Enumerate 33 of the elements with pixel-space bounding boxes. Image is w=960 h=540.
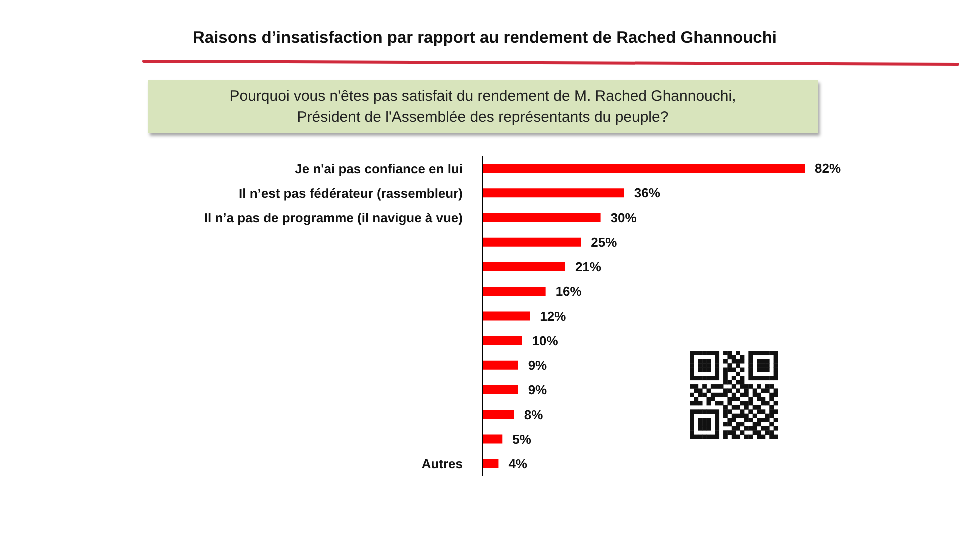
data-label: 4%	[508, 456, 528, 472]
data-label: 82%	[815, 161, 842, 176]
bar	[483, 164, 805, 173]
data-label: 9%	[528, 358, 548, 374]
data-label: 8%	[524, 407, 544, 422]
data-label: 21%	[575, 260, 602, 275]
bar	[483, 238, 582, 247]
bar	[483, 336, 522, 346]
bar	[483, 188, 624, 198]
data-label: 5%	[512, 432, 532, 447]
data-label: 10%	[532, 333, 559, 348]
y-tick-label: Je n'ai pas confiance en lui	[295, 161, 463, 176]
y-tick-label: Il n’est pas fédérateur (rassembleur)	[239, 186, 463, 201]
data-label: 9%	[528, 382, 548, 398]
chart-subtitle: Pourquoi vous n'êtes pas satisfait du rendement de M. Rached Ghannouchi, Président de l'Assemblée des représentants du peuple?	[230, 86, 736, 128]
bar	[483, 312, 530, 321]
bar	[483, 459, 499, 468]
bar	[483, 360, 518, 370]
bar	[483, 287, 546, 296]
y-tick-label: Il n’a pas de programme (il navigue à vue)	[204, 210, 463, 226]
subtitle-panel: Pourquoi vous n'êtes pas satisfait du rendement de M. Rached Ghannouchi, Président de l'Assemblée des représentants du peuple?	[148, 80, 818, 133]
data-label: 30%	[610, 210, 638, 226]
data-label: 36%	[634, 186, 661, 201]
chart-title: Raisons d’insatisfaction par rapport au rendement de Rached Ghannouchi	[192, 29, 778, 48]
y-tick-label: Autres	[422, 456, 463, 472]
data-label: 25%	[591, 234, 618, 250]
bar	[483, 386, 518, 395]
bar	[483, 434, 503, 444]
bar	[483, 262, 566, 272]
data-label: 12%	[540, 308, 567, 324]
bar	[483, 410, 514, 420]
data-label: 16%	[556, 284, 582, 300]
bar	[483, 213, 601, 222]
